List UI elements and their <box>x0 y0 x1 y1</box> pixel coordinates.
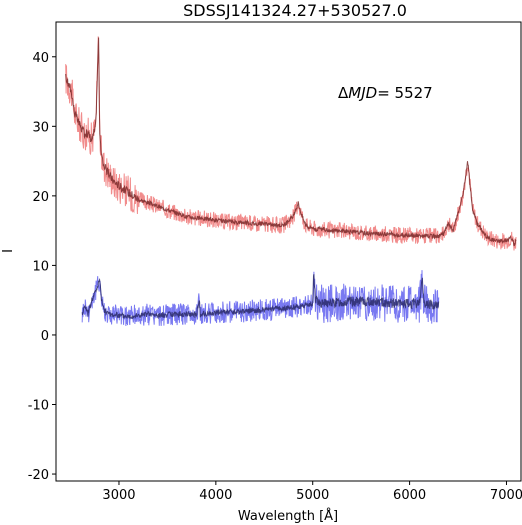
plot-area <box>65 36 517 327</box>
chart-title: SDSSJ141324.27+530527.0 <box>183 1 407 20</box>
y-tick-label: 20 <box>32 190 49 205</box>
mjd-text: MJD <box>348 84 377 102</box>
x-axis-label: Wavelength [Å] <box>238 508 338 524</box>
x-tick-label: 6000 <box>393 488 426 503</box>
y-axis-label: I <box>1 249 16 253</box>
delta-mjd-annotation: ΔMJD= 5527 <box>338 84 433 102</box>
y-tick-label: 0 <box>41 329 49 344</box>
mjd-value: = 5527 <box>377 84 433 102</box>
x-tick-label: 5000 <box>296 488 329 503</box>
x-axis-ticks: 3000 4000 5000 6000 7000 <box>102 481 522 503</box>
x-tick-label: 3000 <box>102 488 135 503</box>
y-tick-label: -20 <box>28 468 49 483</box>
series-0-smoothed-line <box>65 37 517 247</box>
y-tick-label: 10 <box>32 259 49 274</box>
y-axis-ticks: -20 -10 0 10 20 30 40 <box>28 51 56 483</box>
delta-symbol: Δ <box>338 84 349 102</box>
y-tick-label: 40 <box>32 51 49 66</box>
plot-frame <box>55 21 522 482</box>
x-tick-label: 7000 <box>490 488 522 503</box>
y-tick-label: 30 <box>32 120 49 135</box>
y-tick-label: -10 <box>28 399 49 414</box>
series-1-smoothed-line <box>81 274 440 320</box>
x-tick-label: 4000 <box>199 488 232 503</box>
